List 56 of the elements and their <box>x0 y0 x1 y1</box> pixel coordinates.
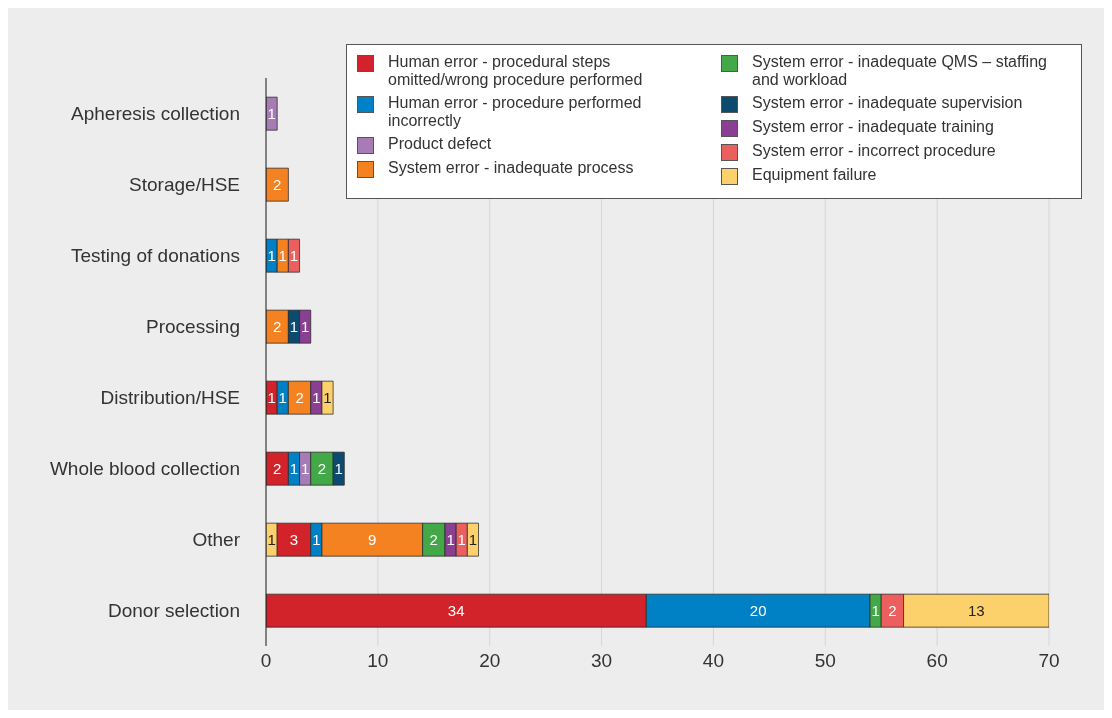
data-label: 1 <box>457 530 466 548</box>
x-tick-label: 50 <box>814 650 836 672</box>
y-tick-label: Other <box>192 529 241 551</box>
data-label: 1 <box>267 388 276 406</box>
data-label: 1 <box>312 530 321 548</box>
data-label: 3 <box>289 530 299 548</box>
data-label: 1 <box>300 459 310 477</box>
legend-label: System error - inadequate supervision <box>752 94 1023 112</box>
data-label: 1 <box>289 246 299 264</box>
legend-label: Equipment failure <box>752 166 877 184</box>
x-tick-label: 40 <box>702 650 724 672</box>
data-label: 1 <box>267 530 276 548</box>
data-label: 9 <box>368 530 377 548</box>
data-label: 2 <box>888 601 897 619</box>
data-label: 2 <box>295 388 304 406</box>
data-label: 1 <box>468 530 478 548</box>
data-label: 1 <box>278 246 287 264</box>
data-label: 1 <box>334 459 343 477</box>
x-tick-label: 20 <box>479 650 501 672</box>
y-tick-label: Processing <box>146 316 240 338</box>
data-label: 2 <box>317 459 327 477</box>
data-label: 1 <box>871 601 880 619</box>
x-tick-label: 70 <box>1038 650 1060 672</box>
data-label: 1 <box>289 317 299 335</box>
y-tick-label: Whole blood collection <box>49 458 240 480</box>
x-tick-label: 60 <box>926 650 948 672</box>
y-tick-label: Testing of donations <box>70 245 240 267</box>
y-tick-label: Distribution/HSE <box>100 387 240 409</box>
legend-label: Product defect <box>388 135 492 153</box>
x-tick-label: 30 <box>591 650 613 672</box>
data-label: 1 <box>300 317 310 335</box>
legend-label: System error - inadequate training <box>752 118 994 136</box>
legend-label: Human error - procedural steps omitted/wrong procedure performed <box>388 53 644 89</box>
data-label: 2 <box>273 175 282 193</box>
data-label: 34 <box>447 601 465 619</box>
data-label: 2 <box>273 459 282 477</box>
data-label: 20 <box>749 601 767 619</box>
data-label: 1 <box>278 388 287 406</box>
legend-label: System error - incorrect procedure <box>752 142 996 160</box>
data-label: 13 <box>967 601 985 619</box>
data-label: 2 <box>429 530 438 548</box>
data-label: 2 <box>273 317 282 335</box>
data-label: 1 <box>312 388 321 406</box>
data-label: 1 <box>267 246 276 264</box>
legend-label: System error - inadequate process <box>388 159 634 177</box>
y-tick-label: Apheresis collection <box>71 103 240 125</box>
x-tick-label: 10 <box>367 650 389 672</box>
y-tick-label: Donor selection <box>107 600 240 622</box>
legend-label: System error - inadequate QMS – staffing and workload <box>752 53 1048 89</box>
data-label: 1 <box>446 530 455 548</box>
legend-label: Human error - procedure performed incorrectly <box>388 94 643 130</box>
data-label: 1 <box>267 104 276 122</box>
y-tick-label: Storage/HSE <box>129 174 240 196</box>
data-label: 1 <box>323 388 332 406</box>
x-tick-label: 0 <box>260 650 272 672</box>
data-label: 1 <box>289 459 299 477</box>
